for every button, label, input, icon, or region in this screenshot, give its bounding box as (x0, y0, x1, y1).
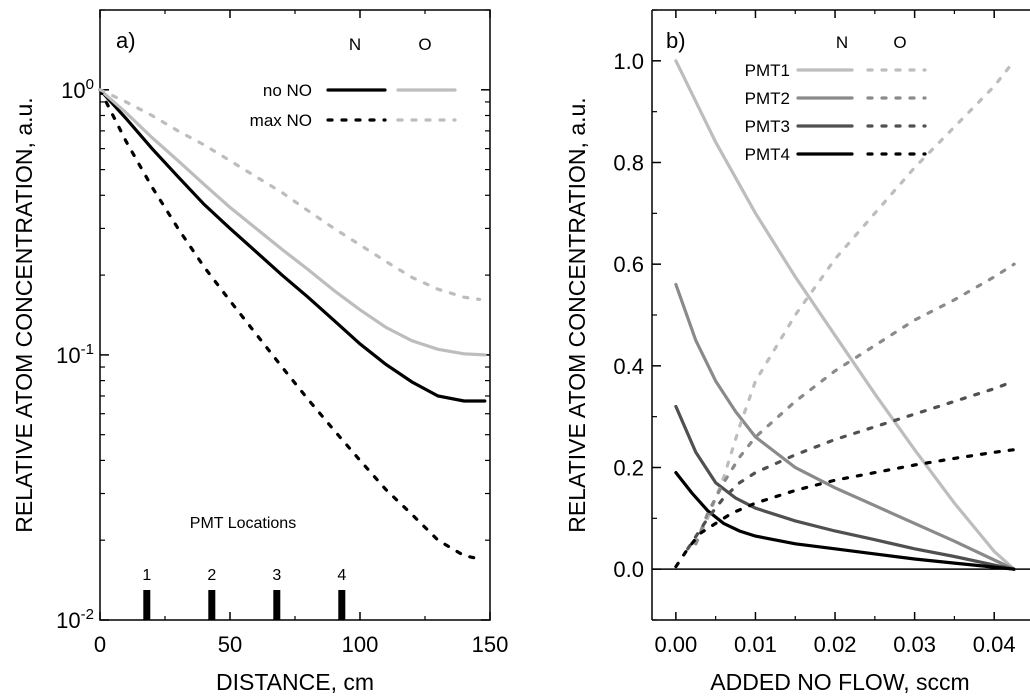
legend-row-label: PMT3 (745, 117, 790, 136)
series-line-PMT1-O (694, 59, 1016, 546)
x-tick-label: 0.02 (814, 632, 857, 657)
panel-a-distance-chart: 0 50 100 150 100 10-1 10-2 PMT Locations 1 2 3 4 a) N… (11, 9, 509, 695)
x-tick-label: 50 (218, 632, 242, 657)
y-tick-label: 100 (61, 76, 94, 103)
pmt-marker-bar (273, 590, 281, 620)
y-tick-label: 10-1 (56, 341, 94, 368)
pmt-marker-label: 4 (337, 567, 346, 584)
panel-label: a) (116, 28, 136, 53)
legend-header-n: N (349, 35, 361, 54)
x-tick-label: 0 (94, 632, 106, 657)
series-line-O-maxNO (98, 88, 482, 301)
x-tick-label: 150 (472, 632, 509, 657)
legend-header-o: O (893, 33, 906, 52)
series-line-PMT3-O (686, 379, 1016, 551)
pmt-marker-bar (143, 590, 151, 620)
y-tick-label: 0.6 (613, 252, 644, 277)
pmt-marker-bar (338, 590, 346, 620)
x-axis-title: DISTANCE, cm (216, 669, 374, 695)
y-tick-label: 0.4 (613, 354, 644, 379)
legend-row-label: PMT2 (745, 89, 790, 108)
y-axis-title: RELATIVE ATOM CONCENTRATION, a.u. (11, 97, 37, 532)
series-line-PMT2-N (674, 282, 1016, 571)
series-line-N-maxNO (98, 88, 482, 561)
x-tick-label: 0.03 (893, 632, 936, 657)
y-tick-label: 0.0 (613, 557, 644, 582)
x-axis-title: ADDED NO FLOW, sccm (710, 669, 969, 695)
series-line-PMT4-N (674, 471, 1016, 571)
series-line-PMT4-O (674, 448, 1016, 569)
legend-row-label: max NO (250, 111, 312, 130)
pmt-marker-label: 3 (272, 567, 281, 584)
y-tick-label: 1.0 (613, 49, 644, 74)
legend-header-n: N (836, 33, 848, 52)
panel-label: b) (666, 28, 686, 53)
y-tick-label: 0.8 (613, 151, 644, 176)
series-line-PMT1-N (674, 59, 1016, 571)
legend-row-label: PMT1 (745, 61, 790, 80)
series-line-PMT2-O (694, 262, 1016, 546)
series-line-O-noNO (98, 88, 487, 357)
panel-b-no-flow-chart: 0.00 0.01 0.02 0.03 0.04 0.0 0.2 0.4 0.6 0.8 1.0 b)… (564, 9, 1030, 695)
legend-row-label: PMT4 (745, 145, 790, 164)
y-tick-label: 10-2 (56, 606, 94, 633)
y-axis-title: RELATIVE ATOM CONCENTRATION, a.u. (564, 97, 590, 532)
legend-row-label: no NO (263, 81, 312, 100)
y-tick-label: 0.2 (613, 456, 644, 481)
legend-header-o: O (418, 35, 431, 54)
series-line-N-noNO (98, 88, 487, 403)
x-tick-label: 0.04 (973, 632, 1016, 657)
pmt-marker-bar (208, 590, 216, 620)
x-tick-label: 0.00 (654, 632, 697, 657)
series-line-PMT3-N (674, 404, 1016, 571)
pmt-marker-label: 2 (207, 567, 216, 584)
pmt-locations-title: PMT Locations (190, 515, 296, 532)
x-tick-label: 0.01 (734, 632, 777, 657)
pmt-marker-label: 1 (142, 567, 151, 584)
x-tick-label: 100 (342, 632, 379, 657)
